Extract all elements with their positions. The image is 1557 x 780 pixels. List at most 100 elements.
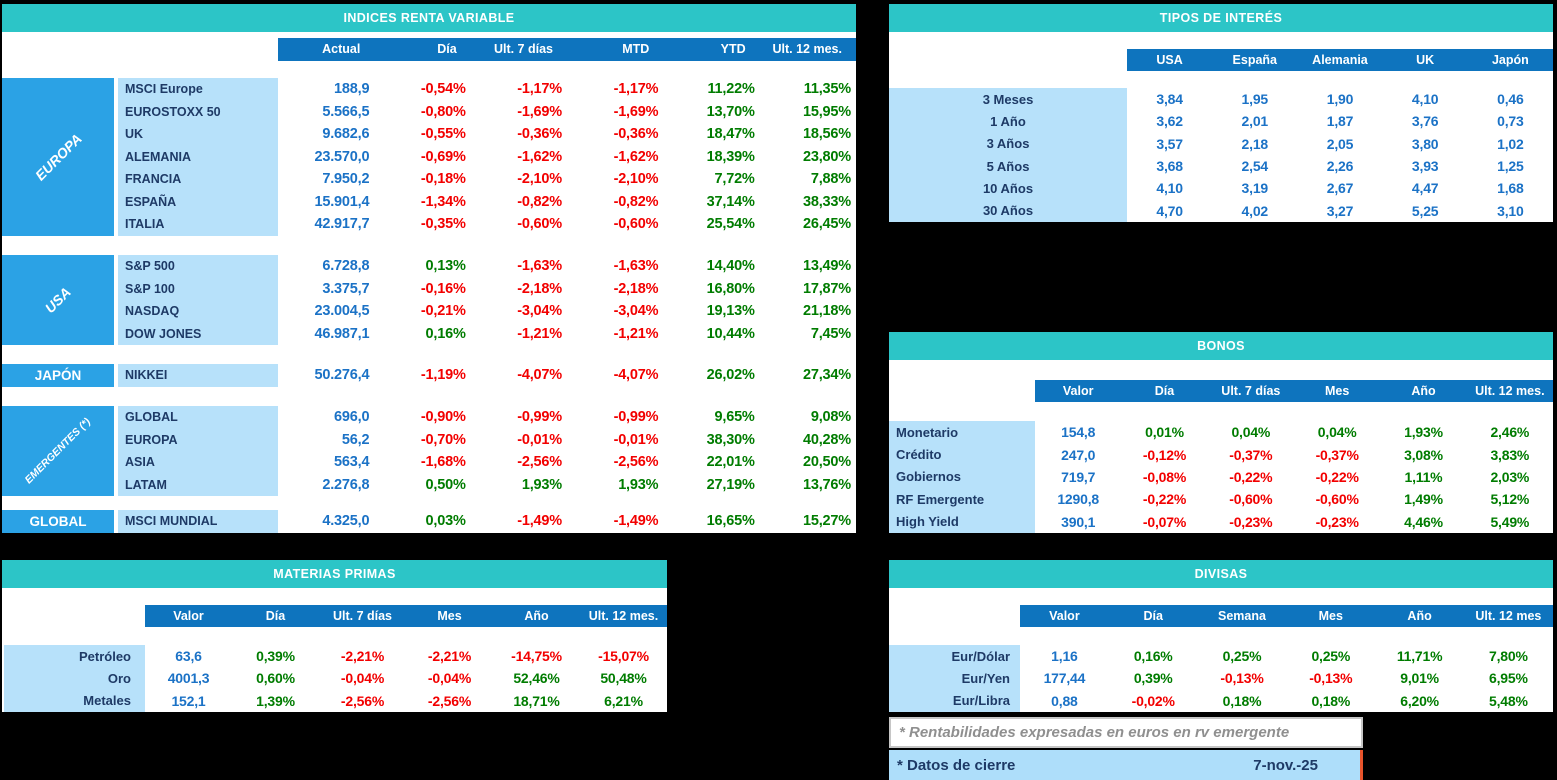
pct-cell: 18,71%: [513, 692, 560, 709]
currency-pair: Eur/Dólar: [889, 645, 1020, 668]
pct-cell: 40,28%: [802, 431, 851, 448]
rate-cell: 5,25: [1411, 202, 1439, 219]
rate-cell: 3,80: [1411, 135, 1439, 152]
index-name: MSCI Europe: [118, 78, 278, 101]
pct-cell: 0,39%: [1133, 670, 1173, 687]
index-name: ALEMANIA: [118, 145, 278, 168]
value-cell: 56,2: [341, 431, 370, 448]
rate-cell: 3,76: [1411, 113, 1439, 130]
rate-cell: 1,95: [1241, 91, 1269, 108]
pct-cell: 11,35%: [803, 81, 851, 98]
pct-cell: -0,23%: [1229, 513, 1273, 530]
header-spacer: [889, 380, 1035, 402]
header-spacer: [118, 38, 278, 61]
column-header: Alemania: [1297, 49, 1383, 72]
pct-cell: -0,35%: [420, 216, 466, 233]
column-header: Ult. 12 mes.: [1466, 380, 1553, 403]
pct-cell: 0,18%: [1222, 692, 1262, 709]
rate-cell: 2,67: [1326, 180, 1354, 197]
pct-cell: -0,01%: [517, 431, 562, 448]
pct-cell: 3,08%: [1404, 446, 1443, 463]
pct-cell: -1,69%: [517, 103, 562, 120]
table-row: NIKKEI 50.276,4 -1,19% -4,07% -4,07% 26,…: [118, 364, 856, 387]
pct-cell: 11,71%: [1396, 648, 1443, 665]
pct-cell: 9,01%: [1400, 670, 1439, 687]
value-cell: 7.950,2: [322, 171, 370, 188]
table-row: Crédito 247,0 -0,12% -0,37% -0,37% 3,08%…: [889, 443, 1553, 466]
pct-cell: 2,46%: [1490, 424, 1530, 441]
commodities-title: MATERIAS PRIMAS: [2, 560, 667, 588]
category-label: EUROPA: [31, 130, 85, 184]
table-row: ASIA 563,4 -1,68% -2,56% -2,56% 22,01% 2…: [118, 451, 856, 474]
pct-cell: 19,13%: [706, 303, 755, 320]
rate-cell: 2,01: [1241, 113, 1269, 130]
pct-cell: -1,49%: [517, 513, 562, 530]
rate-cell: 4,70: [1156, 202, 1183, 219]
pct-cell: 0,04%: [1231, 424, 1271, 441]
pct-cell: 37,14%: [706, 193, 755, 210]
pct-cell: 21,18%: [802, 303, 851, 320]
pct-cell: 16,65%: [706, 513, 755, 530]
table-row: FRANCIA 7.950,2 -0,18% -2,10% -2,10% 7,7…: [118, 168, 856, 191]
bond-name: Crédito: [889, 443, 1035, 466]
index-name: GLOBAL: [118, 406, 278, 429]
pct-cell: 38,30%: [706, 431, 755, 448]
index-name: LATAM: [118, 473, 278, 496]
column-header: Día: [374, 38, 471, 61]
bonds-column-headers: Valor Día Ult. 7 días Mes Año Ult. 12 me…: [889, 380, 1553, 403]
value-cell: 719,7: [1061, 468, 1096, 485]
currency-pair: Eur/Libra: [889, 689, 1020, 712]
currencies-title: DIVISAS: [889, 560, 1553, 588]
emergentes-rows: GLOBAL 696,0 -0,90% -0,99% -0,99% 9,65% …: [118, 406, 856, 496]
table-row: 10 Años 4,10 3,19 2,67 4,47 1,68: [889, 177, 1553, 200]
index-name: NASDAQ: [118, 300, 278, 323]
pct-cell: 0,13%: [425, 258, 466, 275]
pct-cell: -2,21%: [427, 648, 472, 665]
pct-cell: -0,16%: [420, 280, 466, 297]
column-header: Ult. 12 mes.: [580, 605, 667, 628]
equity-indices-table: INDICES RENTA VARIABLE Actual Día Ult. 7…: [2, 4, 856, 533]
pct-cell: -3,04%: [613, 303, 659, 320]
pct-cell: -0,04%: [340, 670, 385, 687]
table-row: NASDAQ 23.004,5 -0,21% -3,04% -3,04% 19,…: [118, 300, 856, 323]
index-name: EUROSTOXX 50: [118, 100, 278, 123]
pct-cell: -1,17%: [517, 81, 562, 98]
rate-cell: 2,26: [1326, 158, 1354, 175]
bond-name: Monetario: [889, 421, 1035, 444]
value-cell: 563,4: [334, 454, 370, 471]
rate-cell: 4,47: [1411, 180, 1439, 197]
column-header: Actual: [278, 38, 375, 61]
value-cell: 177,44: [1043, 670, 1086, 687]
pct-cell: 15,95%: [802, 103, 851, 120]
rate-cell: 3,10: [1497, 202, 1524, 219]
value-cell: 50.276,4: [314, 367, 370, 384]
pct-cell: -2,10%: [517, 171, 562, 188]
europa-rows: MSCI Europe 188,9 -0,54% -1,17% -1,17% 1…: [118, 78, 856, 236]
value-cell: 46.987,1: [314, 325, 370, 342]
rate-cell: 1,25: [1497, 158, 1524, 175]
value-cell: 6.728,8: [322, 258, 370, 275]
pct-cell: -0,99%: [517, 409, 562, 426]
table-row: Eur/Libra 0,88 -0,02% 0,18% 0,18% 6,20% …: [889, 689, 1553, 712]
value-cell: 247,0: [1061, 446, 1096, 463]
footnote-text: * Rentabilidades expresadas en euros en …: [899, 724, 1290, 741]
pct-cell: 3,83%: [1490, 446, 1530, 463]
column-header: Año: [1380, 380, 1467, 403]
pct-cell: 0,01%: [1145, 424, 1184, 441]
value-cell: 42.917,7: [314, 216, 370, 233]
pct-cell: 0,16%: [1133, 648, 1173, 665]
pct-cell: -0,02%: [1131, 692, 1175, 709]
pct-cell: 38,33%: [802, 193, 851, 210]
pct-cell: -0,22%: [1142, 491, 1187, 508]
pct-cell: -3,04%: [517, 303, 562, 320]
closing-date: 7-nov.-25: [1253, 756, 1318, 774]
pct-cell: -1,34%: [420, 193, 466, 210]
table-row: UK 9.682,6 -0,55% -0,36% -0,36% 18,47% 1…: [118, 123, 856, 146]
table-row: RF Emergente 1290,8 -0,22% -0,60% -0,60%…: [889, 488, 1553, 511]
pct-cell: -0,04%: [427, 670, 472, 687]
pct-cell: -4,07%: [517, 367, 562, 384]
pct-cell: 0,03%: [425, 513, 466, 530]
header-spacer: [889, 605, 1020, 627]
pct-cell: -0,36%: [517, 126, 562, 143]
